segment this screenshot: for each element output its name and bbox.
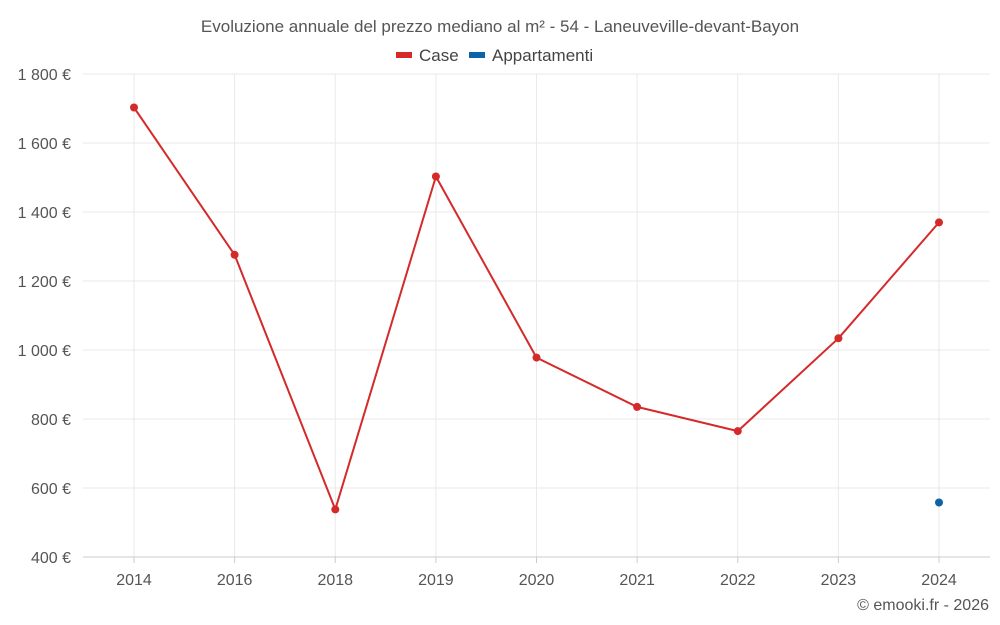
grid xyxy=(83,73,990,557)
y-tick-label: 1 800 € xyxy=(18,67,71,84)
x-tick-label: 2021 xyxy=(619,572,655,589)
credit-text: © emooki.fr - 2026 xyxy=(857,597,989,614)
legend-item-appartamenti[interactable]: Appartamenti xyxy=(469,46,593,65)
y-tick-label: 800 € xyxy=(31,412,71,429)
x-tick-label: 2016 xyxy=(217,572,253,589)
x-tick-label: 2019 xyxy=(418,572,454,589)
y-tick-label: 1 200 € xyxy=(18,274,71,291)
legend-swatch-appartamenti xyxy=(469,52,485,58)
data-point-case[interactable] xyxy=(834,334,843,343)
y-tick-label: 1 400 € xyxy=(18,205,71,222)
y-tick-label: 1 600 € xyxy=(18,136,71,153)
x-tick-label: 2024 xyxy=(921,572,957,589)
legend-label-case: Case xyxy=(419,46,459,65)
x-tick-label: 2018 xyxy=(317,572,353,589)
chart-title: Evoluzione annuale del prezzo mediano al… xyxy=(201,17,799,36)
x-tick-label: 2020 xyxy=(519,572,555,589)
data-point-case[interactable] xyxy=(633,402,642,411)
data-point-case[interactable] xyxy=(431,172,440,181)
data-point-appartamenti[interactable] xyxy=(935,498,943,507)
legend-item-case[interactable]: Case xyxy=(396,46,459,65)
data-point-case[interactable] xyxy=(532,353,541,362)
legend: Case Appartamenti xyxy=(396,46,593,65)
legend-label-appartamenti: Appartamenti xyxy=(492,46,593,65)
data-point-case[interactable] xyxy=(130,103,138,112)
y-tick-label: 600 € xyxy=(31,481,71,498)
y-tick-label: 400 € xyxy=(31,550,71,567)
x-tick-label: 2022 xyxy=(720,572,756,589)
data-point-case[interactable] xyxy=(331,505,340,514)
data-point-case[interactable] xyxy=(230,250,239,259)
plot-area xyxy=(130,103,943,514)
x-tick-label: 2023 xyxy=(821,572,857,589)
legend-swatch-case xyxy=(396,52,412,58)
data-point-case[interactable] xyxy=(733,427,742,436)
y-tick-label: 1 000 € xyxy=(18,343,71,360)
axes: 400 € 600 € 800 € 1 000 € 1 200 € 1 400 € 1 60… xyxy=(18,67,990,589)
data-point-case[interactable] xyxy=(935,218,943,227)
x-tick-label: 2014 xyxy=(116,572,152,589)
